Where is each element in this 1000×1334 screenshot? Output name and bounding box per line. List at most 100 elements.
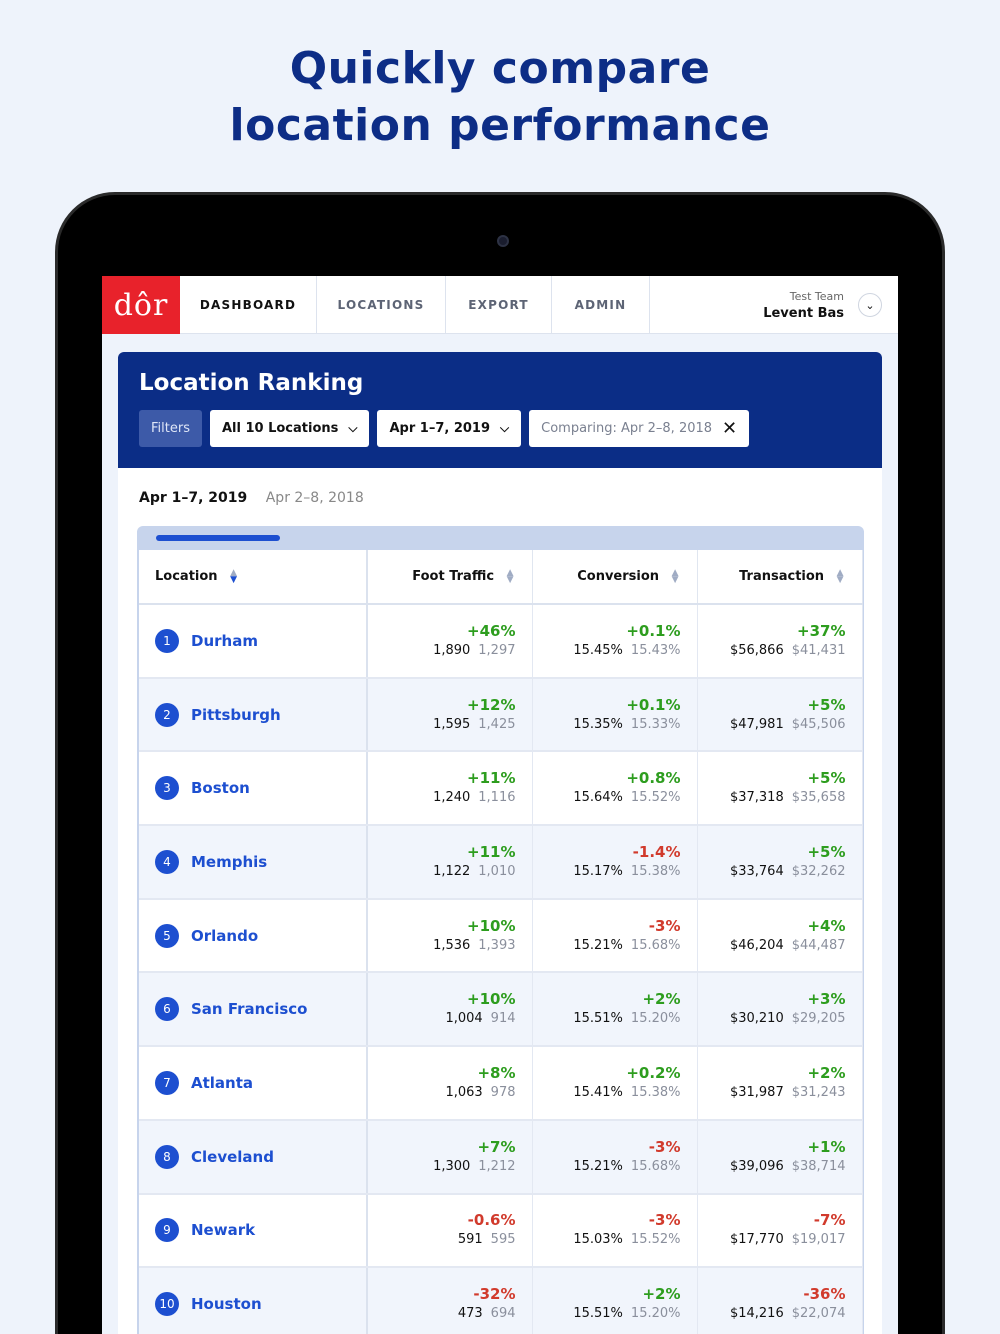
table-row[interactable]: 5 Orlando +10% 1,536 1,393 -3% 15.21% 15.68…: [139, 898, 863, 974]
tab-dashboard[interactable]: DASHBOARD: [180, 276, 317, 334]
conversion-values: 15.45% 15.43%: [533, 641, 680, 661]
conversion-current: 15.35%: [573, 716, 623, 732]
foot-traffic-previous: 978: [490, 1084, 516, 1100]
table-row[interactable]: 6 San Francisco +10% 1,004 914 +2% 15.51% 1…: [139, 972, 863, 1048]
location-name-link[interactable]: Orlando: [191, 926, 259, 945]
location-name-link[interactable]: Durham: [191, 631, 258, 650]
filters-button[interactable]: Filters: [139, 410, 202, 447]
conversion-cell: +2% 15.51% 15.20%: [532, 972, 698, 1048]
conversion-values: 15.35% 15.33%: [533, 715, 680, 735]
location-cell[interactable]: 10 Houston: [139, 1267, 368, 1334]
transaction-previous: $44,487: [791, 937, 846, 953]
transaction-values: $31,987 $31,243: [698, 1083, 846, 1103]
conversion-current: 15.45%: [573, 642, 623, 658]
conversion-current: 15.21%: [573, 1158, 623, 1174]
transaction-values: $46,204 $44,487: [698, 936, 846, 956]
location-ranking-card: Location Ranking Filters All 10 Location…: [118, 352, 882, 1334]
location-name-link[interactable]: Atlanta: [191, 1073, 254, 1092]
transaction-current: $17,770: [729, 1232, 784, 1248]
transaction-values: $30,210 $29,205: [698, 1009, 846, 1029]
rank-badge: 5: [155, 923, 179, 948]
filter-bar: Filters All 10 Locations ⌵ Apr 1–7, 2019…: [139, 410, 861, 447]
location-cell[interactable]: 3 Boston: [139, 751, 368, 827]
transaction-values: $39,096 $38,714: [698, 1157, 846, 1177]
conversion-cell: +0.8% 15.64% 15.52%: [532, 751, 698, 827]
location-cell[interactable]: 9 Newark: [139, 1193, 368, 1269]
foot-traffic-cell: +46% 1,890 1,297: [367, 604, 533, 679]
foot-traffic-values: 1,595 1,425: [368, 715, 516, 735]
scroll-indicator[interactable]: [156, 535, 280, 541]
chevron-down-icon[interactable]: ⌄: [858, 293, 882, 317]
transaction-values: $47,981 $45,506: [698, 715, 846, 735]
column-header-foot-traffic[interactable]: Foot Traffic ▲ ▼: [367, 550, 533, 605]
table-row[interactable]: 7 Atlanta +8% 1,063 978 +0.2% 15.41% 15.38%…: [139, 1046, 863, 1121]
table-row[interactable]: 10 Houston -32% 473 694 +2% 15.51% 15.20% -…: [139, 1267, 863, 1334]
conversion-current: 15.03%: [573, 1232, 623, 1248]
column-header-label: Location: [155, 569, 218, 584]
table-row[interactable]: 4 Memphis +11% 1,122 1,010 -1.4% 15.17% 15.…: [139, 825, 863, 900]
foot-traffic-previous: 1,297: [478, 642, 516, 658]
transaction-previous: $38,714: [791, 1158, 846, 1174]
foot-traffic-values: 1,004 914: [368, 1009, 515, 1029]
foot-traffic-change: +12%: [467, 695, 516, 714]
foot-traffic-change: +10%: [467, 990, 516, 1009]
locations-dropdown[interactable]: All 10 Locations ⌵: [209, 410, 370, 447]
table-row[interactable]: 9 Newark -0.6% 591 595 -3% 15.03% 15.52% -7…: [139, 1193, 863, 1269]
table-row[interactable]: 3 Boston +11% 1,240 1,116 +0.8% 15.64% 15.5…: [139, 751, 863, 827]
transaction-current: $47,981: [729, 716, 784, 732]
transaction-cell: +5% $33,764 $32,262: [697, 825, 863, 900]
foot-traffic-change: +46%: [467, 621, 516, 640]
location-cell[interactable]: 5 Orlando: [139, 898, 368, 974]
dor-logo[interactable]: dôr: [102, 276, 180, 334]
filters-label: Filters: [151, 421, 190, 436]
column-header-conversion[interactable]: Conversion ▲ ▼: [532, 550, 698, 605]
location-name-link[interactable]: Cleveland: [191, 1147, 274, 1166]
conversion-change: -1.4%: [632, 842, 681, 861]
location-name-link[interactable]: Boston: [191, 779, 250, 798]
transaction-current: $39,096: [729, 1158, 784, 1174]
user-menu[interactable]: Test Team Levent Bas ⌄: [763, 276, 882, 334]
close-icon[interactable]: ✕: [722, 418, 738, 439]
location-name-link[interactable]: San Francisco: [191, 1000, 308, 1019]
user-info: Test Team Levent Bas: [763, 290, 844, 321]
location-name-link[interactable]: Memphis: [191, 852, 268, 871]
table-row[interactable]: 8 Cleveland +7% 1,300 1,212 -3% 15.21% 15.6…: [139, 1119, 863, 1195]
location-cell[interactable]: 8 Cleveland: [139, 1119, 368, 1195]
transaction-values: $37,318 $35,658: [698, 788, 846, 808]
headline: Quickly compare location performance: [0, 40, 1000, 154]
rank-badge: 1: [155, 628, 179, 653]
camera-icon: [497, 235, 509, 247]
location-cell[interactable]: 7 Atlanta: [139, 1046, 368, 1121]
foot-traffic-cell: +10% 1,004 914: [367, 972, 533, 1048]
column-header-transaction[interactable]: Transaction ▲ ▼: [697, 550, 863, 605]
rank-badge: 9: [155, 1218, 179, 1243]
conversion-previous: 15.20%: [630, 1011, 681, 1027]
location-name-link[interactable]: Houston: [191, 1295, 262, 1314]
foot-traffic-previous: 595: [490, 1232, 516, 1248]
sort-icon: ▲ ▼: [671, 567, 679, 585]
table-scroll-bar: [139, 526, 862, 550]
tab-export[interactable]: EXPORT: [446, 276, 552, 334]
transaction-current: $46,204: [729, 937, 784, 953]
sort-icon: ▲ ▼: [836, 567, 844, 585]
conversion-change: -3%: [648, 1137, 681, 1156]
column-header-location[interactable]: Location ▲ ▼: [139, 550, 368, 605]
table-row[interactable]: 1 Durham +46% 1,890 1,297 +0.1% 15.45% 15.4…: [139, 604, 863, 679]
conversion-values: 15.41% 15.38%: [533, 1083, 680, 1103]
date-range-dropdown[interactable]: Apr 1–7, 2019 ⌵: [377, 410, 522, 447]
location-cell[interactable]: 1 Durham: [139, 604, 368, 679]
location-cell[interactable]: 4 Memphis: [139, 825, 368, 900]
top-nav: dôr DASHBOARD LOCATIONS EXPORT ADMIN Tes…: [102, 276, 898, 334]
conversion-cell: +2% 15.51% 15.20%: [532, 1267, 698, 1334]
tab-locations[interactable]: LOCATIONS: [317, 276, 446, 334]
foot-traffic-previous: 1,425: [478, 716, 516, 732]
conversion-change: -3%: [648, 916, 681, 935]
transaction-cell: +2% $31,987 $31,243: [697, 1046, 863, 1121]
location-name-link[interactable]: Pittsburgh: [191, 705, 281, 724]
table-row[interactable]: 2 Pittsburgh +12% 1,595 1,425 +0.1% 15.35%…: [139, 677, 863, 753]
location-cell[interactable]: 6 San Francisco: [139, 972, 368, 1048]
location-cell[interactable]: 2 Pittsburgh: [139, 677, 368, 753]
location-name-link[interactable]: Newark: [191, 1221, 256, 1240]
foot-traffic-current: 1,536: [433, 937, 471, 953]
tab-admin[interactable]: ADMIN: [552, 276, 650, 334]
